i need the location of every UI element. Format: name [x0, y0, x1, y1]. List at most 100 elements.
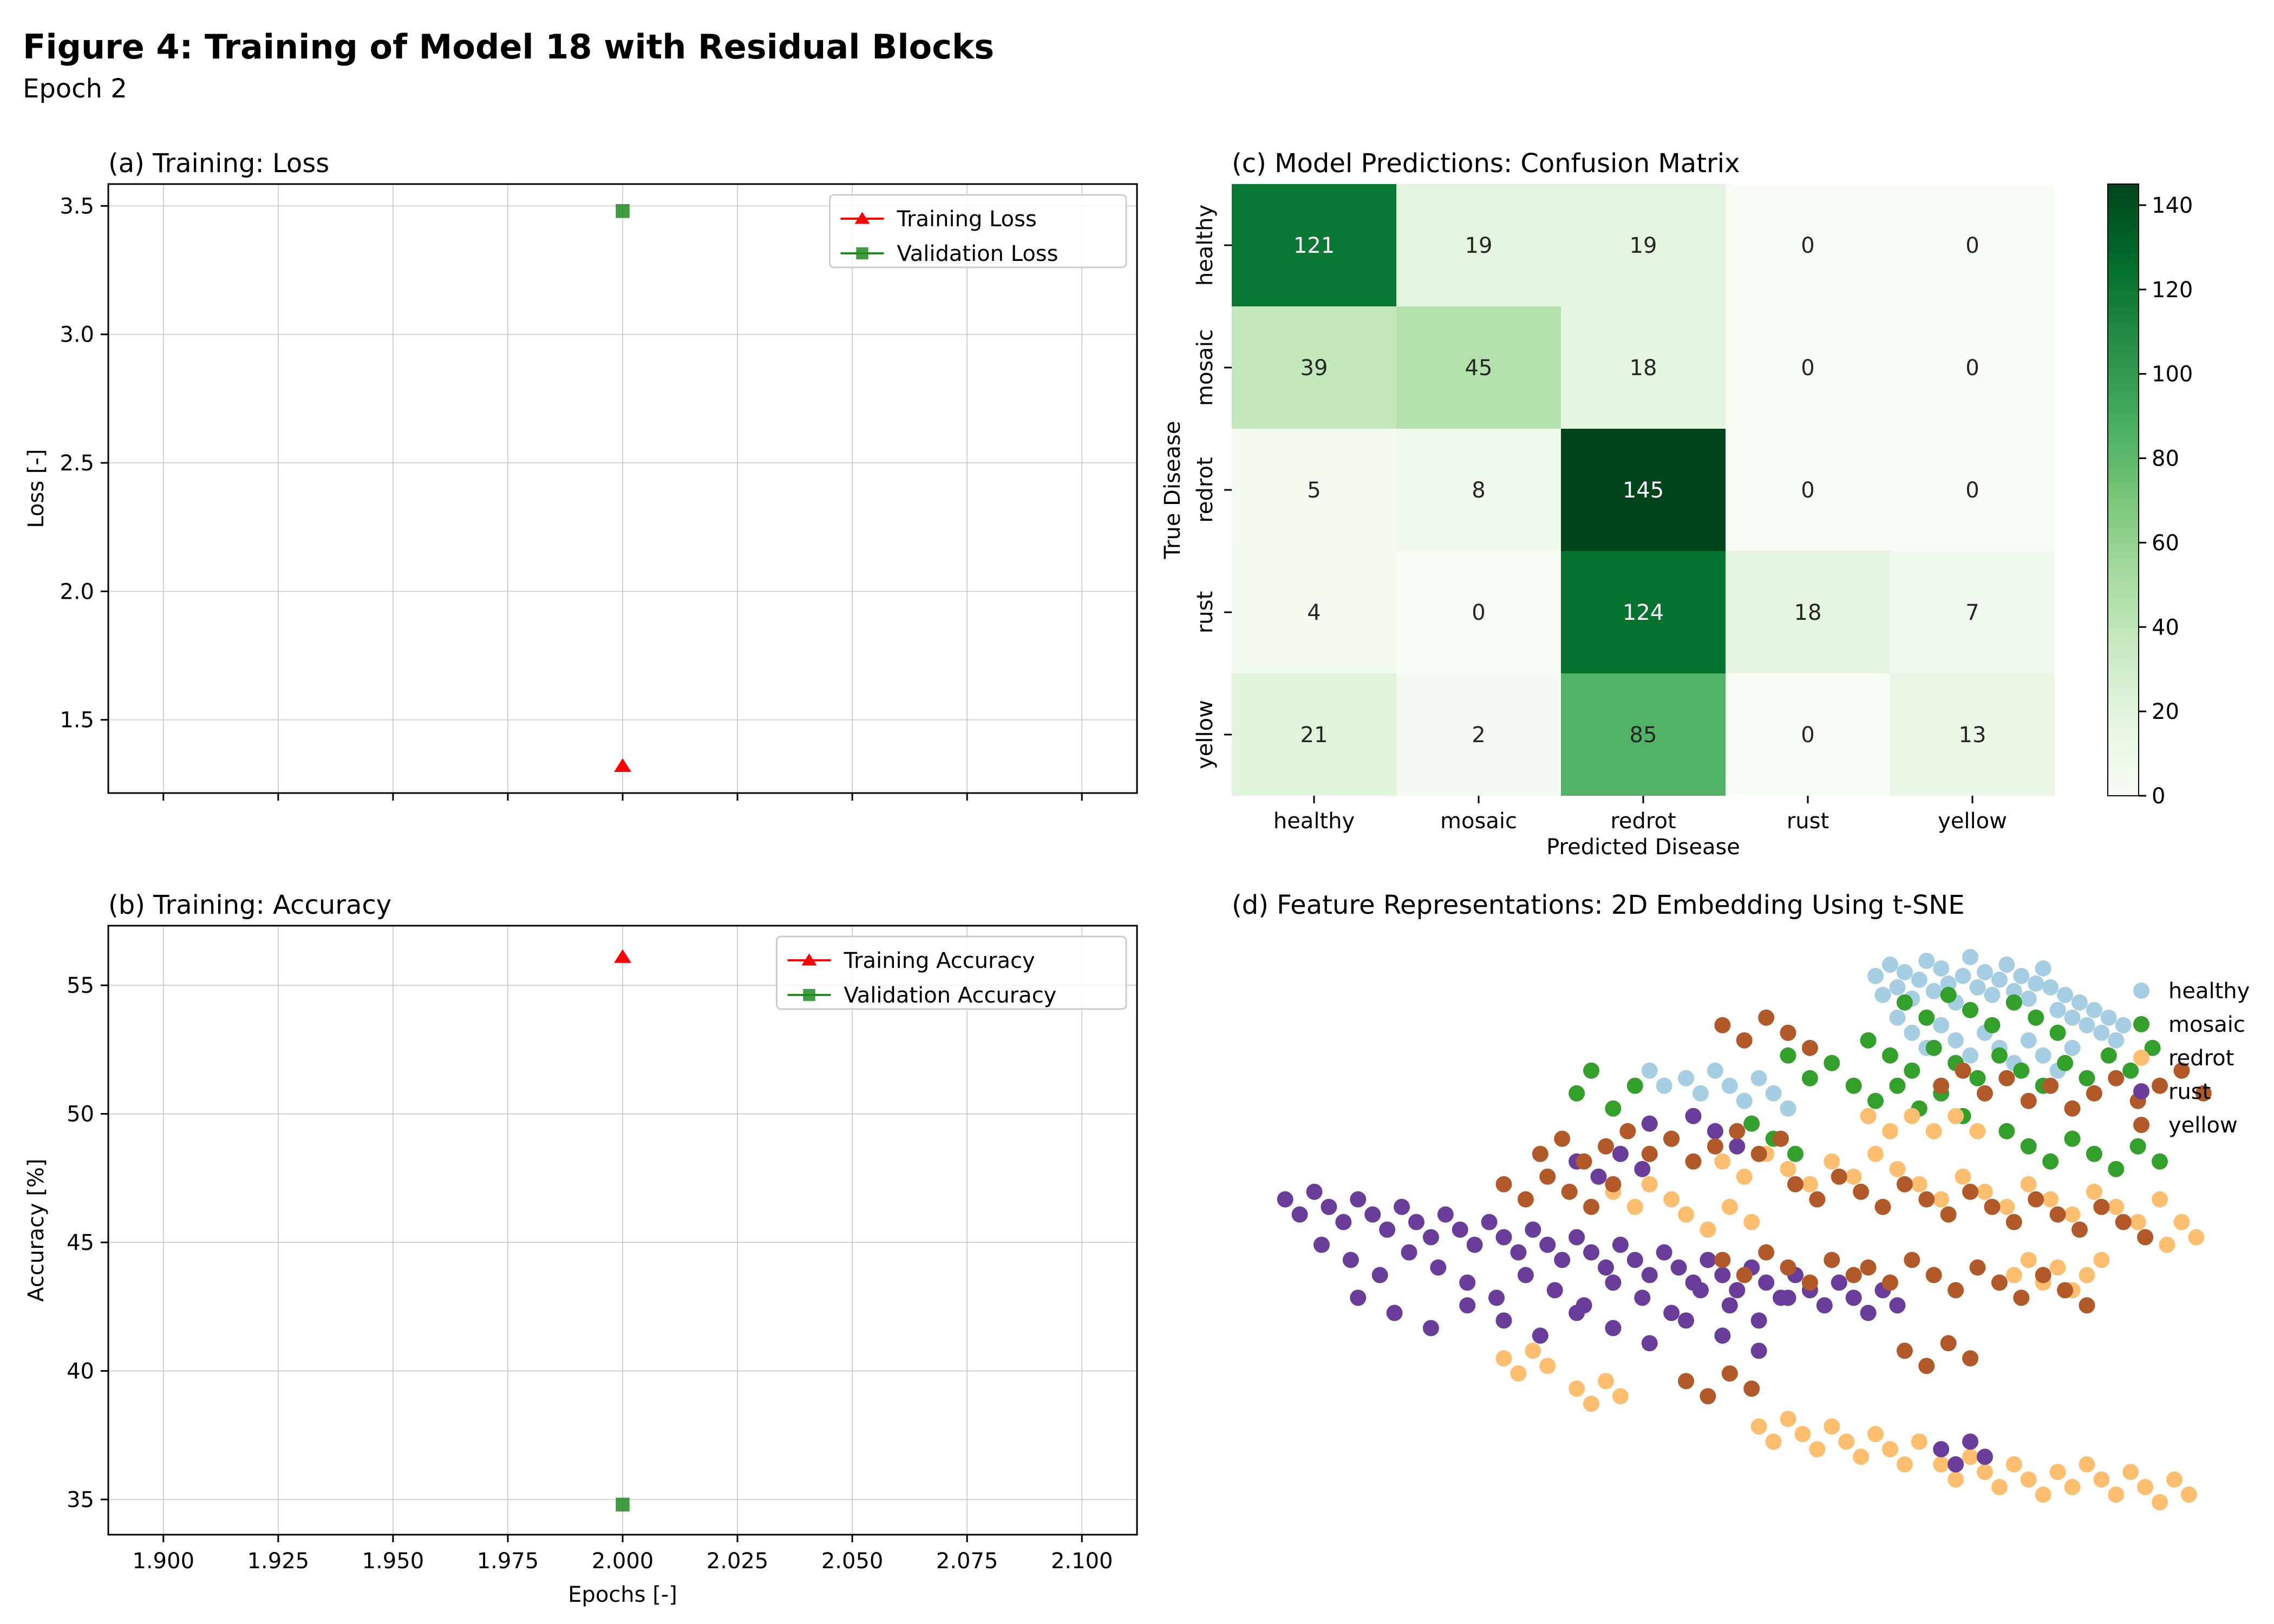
embedding-point: [1780, 1047, 1796, 1064]
legend-marker: [2133, 1050, 2149, 1066]
legend-marker: [854, 212, 870, 224]
embedding-point: [1379, 1221, 1396, 1238]
colorbar-segment: [2108, 398, 2139, 407]
matrix-cell: [1890, 306, 2055, 429]
y-axis-label: True Disease: [1160, 421, 1185, 560]
embedding-point: [2159, 1236, 2175, 1253]
embedding-point: [1991, 1274, 2008, 1291]
colorbar-segment: [2108, 581, 2139, 590]
embedding-point: [1554, 1252, 1571, 1268]
embedding-point: [1933, 1017, 1950, 1033]
embedding-point: [1605, 1320, 1622, 1337]
embedding-point: [1459, 1297, 1476, 1314]
embedding-point: [1510, 1244, 1527, 1261]
embedding-point: [2064, 1479, 2081, 1496]
embedding-point: [2093, 1471, 2110, 1488]
embedding-point: [1736, 1092, 1753, 1109]
colorbar-segment: [2108, 704, 2139, 712]
embedding-point: [1532, 1327, 1548, 1344]
data-point: [614, 758, 631, 772]
embedding-point: [1517, 1191, 1534, 1208]
embedding-point: [1867, 1145, 1884, 1162]
embedding-point: [2049, 1001, 2066, 1018]
colorbar-segment: [2108, 635, 2139, 644]
colorbar-segment: [2108, 643, 2139, 651]
x-tick-label: 2.025: [707, 1549, 769, 1574]
colorbar-segment: [2108, 742, 2139, 751]
embedding-point: [1495, 1176, 1512, 1193]
embedding-point: [1911, 1176, 1927, 1193]
embedding-point: [1714, 1267, 1731, 1284]
embedding-point: [1765, 1433, 1782, 1450]
embedding-point: [2152, 1494, 2168, 1511]
embedding-point: [1736, 1032, 1753, 1049]
embedding-point: [1962, 1183, 1979, 1200]
matrix-cell: [1726, 306, 1890, 429]
embedding-point: [1488, 1289, 1505, 1306]
embedding-point: [1597, 1259, 1614, 1276]
colorbar-segment: [2108, 199, 2139, 208]
colorbar-segment: [2108, 467, 2139, 475]
embedding-point: [2005, 983, 2022, 999]
colorbar-segment: [2108, 222, 2139, 231]
embedding-point: [2144, 1039, 2161, 1056]
embedding-point: [1874, 986, 1891, 1003]
embedding-point: [1998, 1123, 2015, 1140]
embedding-point: [1984, 986, 2001, 1003]
y-tick-label: 2.0: [60, 579, 94, 604]
embedding-point: [1525, 1221, 1541, 1238]
axes-frame: [107, 925, 1138, 1536]
embedding-point: [1626, 1199, 1643, 1215]
cell-value: 39: [1301, 356, 1328, 381]
colorbar-segment: [2108, 260, 2139, 269]
colorbar-segment: [2108, 665, 2139, 674]
embedding-point: [1612, 1388, 1629, 1405]
matrix-cell: [1396, 551, 1561, 673]
embedding-point: [1335, 1214, 1352, 1230]
embedding-point: [1408, 1214, 1424, 1230]
embedding-point: [1896, 1456, 1913, 1473]
cell-value: 0: [1801, 723, 1814, 748]
cell-value: 0: [1472, 600, 1485, 625]
colorbar-segment: [2108, 528, 2139, 536]
embedding-point: [2020, 1092, 2037, 1109]
embedding-point: [1962, 1350, 1979, 1367]
embedding-point: [1743, 1115, 1760, 1132]
x-tick-label: rust: [1787, 809, 1829, 834]
embedding-point: [2086, 1001, 2102, 1018]
embedding-point: [1904, 1062, 1920, 1079]
colorbar-segment: [2108, 368, 2139, 376]
embedding-point: [1597, 1373, 1614, 1390]
embedding-point: [2152, 1191, 2168, 1208]
embedding-point: [1721, 1297, 1738, 1314]
colorbar-segment: [2108, 268, 2139, 277]
embedding-point: [1787, 1176, 1803, 1193]
y-tick-label: 45: [67, 1230, 94, 1255]
y-tick-label: 3.5: [60, 194, 94, 219]
data-point: [616, 204, 630, 218]
embedding-point: [1758, 1274, 1775, 1291]
embedding-point: [2100, 1047, 2117, 1064]
embedding-point: [1867, 1426, 1884, 1443]
embedding-point: [1605, 1100, 1622, 1117]
x-tick-label: 1.975: [477, 1549, 539, 1574]
embedding-point: [2020, 1252, 2037, 1268]
matrix-cell: [1561, 551, 1726, 673]
embedding-point: [2049, 1024, 2066, 1041]
embedding-point: [1569, 1229, 1585, 1246]
embedding-point: [1896, 964, 1913, 980]
x-axis-label: Epochs [-]: [568, 1582, 677, 1607]
embedding-point: [1918, 1358, 1935, 1374]
embedding-point: [1955, 967, 1971, 984]
embedding-point: [2028, 1191, 2044, 1208]
embedding-point: [1634, 1161, 1651, 1177]
embedding-point: [2108, 1161, 2125, 1177]
embedding-point: [1998, 956, 2015, 973]
embedding-point: [1896, 1343, 1913, 1359]
embedding-point: [2129, 1138, 2146, 1155]
matrix-cell: [1396, 306, 1561, 429]
embedding-point: [1641, 1115, 1658, 1132]
embedding-point: [1277, 1191, 1293, 1208]
embedding-point: [1700, 1388, 1716, 1405]
embedding-point: [2079, 1456, 2095, 1473]
